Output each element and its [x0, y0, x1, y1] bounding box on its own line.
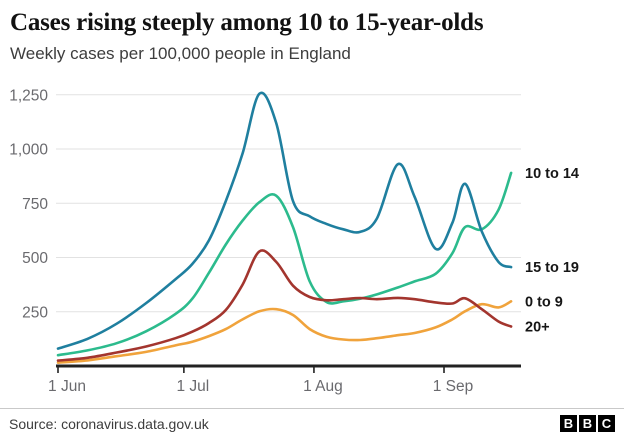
series-line-20+ [56, 249, 513, 362]
chart-subtitle: Weekly cases per 100,000 people in Engla… [10, 44, 351, 63]
x-tick-label: 1 Jul [176, 378, 209, 395]
y-tick-label-1000: 1,000 [9, 142, 48, 159]
chart-header: Cases rising steeply among 10 to 15-year… [0, 0, 624, 78]
chart-title: Cases rising steeply among 10 to 15-year… [10, 9, 484, 36]
y-axis-labels: 250 500 750 1,000 1,250 [9, 87, 48, 321]
x-tick-label: 1 Sep [433, 378, 474, 395]
x-axis: 1 Jun 1 Jul 1 Aug 1 Sep [48, 364, 521, 395]
series-line-0-to-9 [56, 300, 513, 364]
y-tick-label-500: 500 [22, 250, 48, 267]
series-line-15-to-19 [56, 91, 513, 350]
x-tick-label: 1 Aug [303, 378, 343, 395]
y-tick-label-750: 750 [22, 196, 48, 213]
footer: Source: coronavirus.data.gov.uk B B C [0, 408, 624, 438]
series-label-0-to-9: 0 to 9 [525, 294, 563, 310]
line-chart-canvas: 250 500 750 1,000 1,250 1 Jun 1 Jul 1 Aug 1 Sep… [9, 87, 579, 395]
x-tick-label: 1 Jun [48, 378, 86, 395]
bbc-logo-letter: B [560, 415, 577, 432]
series-label-20+: 20+ [525, 320, 550, 336]
bbc-logo-letter: B [579, 415, 596, 432]
y-tick-label-1250: 1,250 [9, 87, 48, 104]
bbc-logo-letter: C [598, 415, 615, 432]
series-label-15-to-19: 15 to 19 [525, 260, 579, 276]
series-label-10-to-14: 10 to 14 [525, 166, 579, 182]
source-text: Source: coronavirus.data.gov.uk [9, 415, 209, 432]
y-tick-label-250: 250 [22, 304, 48, 321]
series-line-10-to-14 [56, 171, 513, 357]
series-end-labels: 10 to 14 15 to 19 0 to 9 20+ [525, 166, 579, 336]
gridlines [56, 94, 521, 313]
series-lines [56, 91, 513, 364]
bbc-logo: B B C [560, 415, 615, 432]
